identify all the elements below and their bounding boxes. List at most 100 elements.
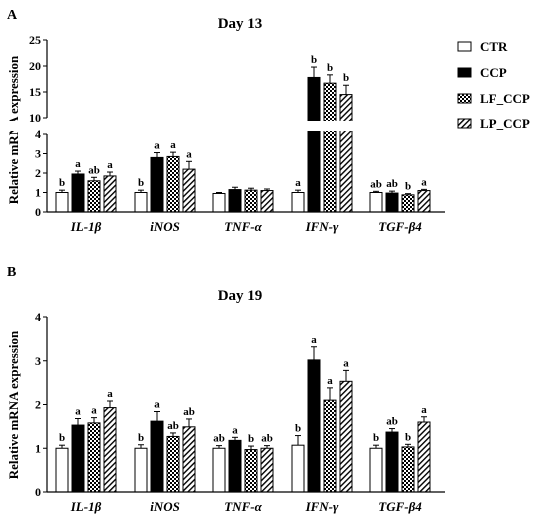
bar-ctr-il-1- <box>55 192 69 213</box>
sig-letter-ccp-ifn-: a <box>311 334 317 346</box>
y-tick-label-10: 10 <box>29 111 41 125</box>
x-tick-label-inos: iNOS <box>150 499 180 514</box>
x-tick-label-il-1-: IL-1β <box>70 499 102 514</box>
sig-letter-lp-ccp-ifn-: a <box>343 357 349 369</box>
y-tick-label-1: 1 <box>35 441 41 455</box>
bar-ccp-tgf-4 <box>385 431 399 493</box>
bar-ccp-tgf-4 <box>385 192 399 213</box>
sig-letter-lp-ccp-inos: a <box>186 148 192 160</box>
sig-letter-lf-ccp-inos: ab <box>167 420 179 432</box>
bar-ctr-tgf-4 <box>369 447 383 493</box>
bar-ccp-ifn- <box>307 359 321 493</box>
bar-lf-ccp-tgf-4 <box>401 446 415 493</box>
bar-ctr-tnf- <box>212 447 226 493</box>
x-tick-label-inos: iNOS <box>150 219 180 234</box>
bar-lp-ccp-il-1- <box>103 407 117 493</box>
bar-lf-ccp-inos <box>166 155 180 213</box>
sig-letter-lf-ccp-tgf-4: b <box>405 181 411 193</box>
bar-lp-ccp-ifn- <box>339 380 353 493</box>
sig-letter-lf-ccp-tnf-: b <box>248 433 254 445</box>
bar-ccp-inos <box>150 156 164 213</box>
bar-lp-ccp-tnf- <box>260 190 274 213</box>
bar-lp-ccp-ifn- <box>339 94 353 213</box>
bar-ccp-tnf- <box>228 189 242 213</box>
x-tick-label-ifn-: IFN-γ <box>305 499 339 514</box>
legend-label-lp-ccp: LP_CCP <box>480 116 530 131</box>
bar-lf-ccp-tnf- <box>244 449 258 493</box>
sig-letter-lf-ccp-ifn-: a <box>327 375 333 387</box>
y-tick-label-0: 0 <box>35 485 41 499</box>
y-tick-label-3: 3 <box>35 354 41 368</box>
y-tick-label-4: 4 <box>35 127 41 141</box>
legend-item-lp-ccp: LP_CCP <box>457 116 530 131</box>
y-tick-label-3: 3 <box>35 147 41 161</box>
sig-letter-ccp-il-1-: a <box>75 406 81 418</box>
bar-lf-ccp-inos <box>166 435 180 493</box>
sig-letter-lf-ccp-il-1-: ab <box>88 164 100 176</box>
bar-ctr-inos <box>134 192 148 213</box>
sig-letter-ctr-il-1-: b <box>59 177 65 189</box>
bar-lf-ccp-il-1- <box>87 422 101 493</box>
x-tick-label-ifn-: IFN-γ <box>305 219 339 234</box>
sig-letter-ctr-ifn-: a <box>295 177 301 189</box>
bar-ctr-tgf-4 <box>369 192 383 213</box>
y-tick-label-15: 15 <box>29 85 41 99</box>
bar-lf-ccp-tnf- <box>244 189 258 213</box>
sig-letter-lp-ccp-il-1-: a <box>107 388 113 400</box>
bar-lp-ccp-inos <box>182 426 196 493</box>
axis-break-gap <box>0 121 450 131</box>
panel-b-label: B <box>7 265 16 280</box>
panel-b-ylabel: Relative mRNA expression <box>6 330 21 479</box>
y-tick-label-0: 0 <box>35 205 41 219</box>
x-tick-label-il-1-: IL-1β <box>70 219 102 234</box>
sig-letter-ctr-inos: b <box>138 177 144 189</box>
bar-lf-ccp-ifn- <box>323 399 337 493</box>
bar-lp-ccp-tnf- <box>260 447 274 493</box>
sig-letter-lp-ccp-il-1-: a <box>107 159 113 171</box>
x-tick-label-tnf-: TNF-α <box>224 219 262 234</box>
bar-ccp-ifn- <box>307 76 321 213</box>
y-tick-label-20: 20 <box>29 59 41 73</box>
bar-lp-ccp-il-1- <box>103 175 117 213</box>
legend-item-lf-ccp: LF_CCP <box>457 91 530 106</box>
legend-item-ctr: CTR <box>457 39 508 54</box>
sig-letter-ccp-inos: a <box>154 140 160 152</box>
legend-label-ctr: CTR <box>480 39 508 54</box>
x-tick-label-tnf-: TNF-α <box>224 499 262 514</box>
panel-a-label: A <box>7 8 18 23</box>
y-tick-label-2: 2 <box>35 398 41 412</box>
bar-ccp-inos <box>150 420 164 493</box>
sig-letter-ctr-tgf-4: ab <box>370 178 382 190</box>
legend-swatch-lp-ccp <box>457 118 472 129</box>
sig-letter-ctr-ifn-: b <box>295 423 301 435</box>
panel-b-title: Day 19 <box>218 288 263 304</box>
bar-ctr-il-1- <box>55 447 69 493</box>
sig-letter-ctr-inos: b <box>138 432 144 444</box>
bar-lp-ccp-inos <box>182 168 196 213</box>
bar-ctr-ifn- <box>291 192 305 213</box>
sig-letter-lp-ccp-tnf-: ab <box>261 433 273 445</box>
sig-letter-ccp-tgf-4: ab <box>386 178 398 190</box>
sig-letter-ccp-tgf-4: ab <box>386 416 398 428</box>
bar-lp-ccp-tgf-4 <box>417 190 431 213</box>
sig-letter-lp-ccp-inos: ab <box>183 406 195 418</box>
bar-ctr-tnf- <box>212 192 226 213</box>
bar-ctr-inos <box>134 447 148 493</box>
y-tick-label-1: 1 <box>35 186 41 200</box>
bar-ccp-tnf- <box>228 439 242 493</box>
y-tick-label-2: 2 <box>35 166 41 180</box>
bar-lf-ccp-il-1- <box>87 180 101 213</box>
sig-letter-lp-ccp-ifn-: b <box>343 72 349 84</box>
sig-letter-ccp-ifn-: b <box>311 54 317 66</box>
sig-letter-ccp-il-1-: a <box>75 158 81 170</box>
sig-letter-ctr-tgf-4: b <box>373 432 379 444</box>
legend-label-lf-ccp: LF_CCP <box>480 91 530 106</box>
sig-letter-ctr-tnf-: ab <box>213 433 225 445</box>
sig-letter-lp-ccp-tgf-4: a <box>421 176 427 188</box>
sig-letter-ccp-tnf-: a <box>232 424 238 436</box>
legend-swatch-ctr <box>457 41 472 52</box>
sig-letter-ctr-il-1-: b <box>59 432 65 444</box>
x-tick-label-tgf-4: TGF-β4 <box>378 499 422 514</box>
